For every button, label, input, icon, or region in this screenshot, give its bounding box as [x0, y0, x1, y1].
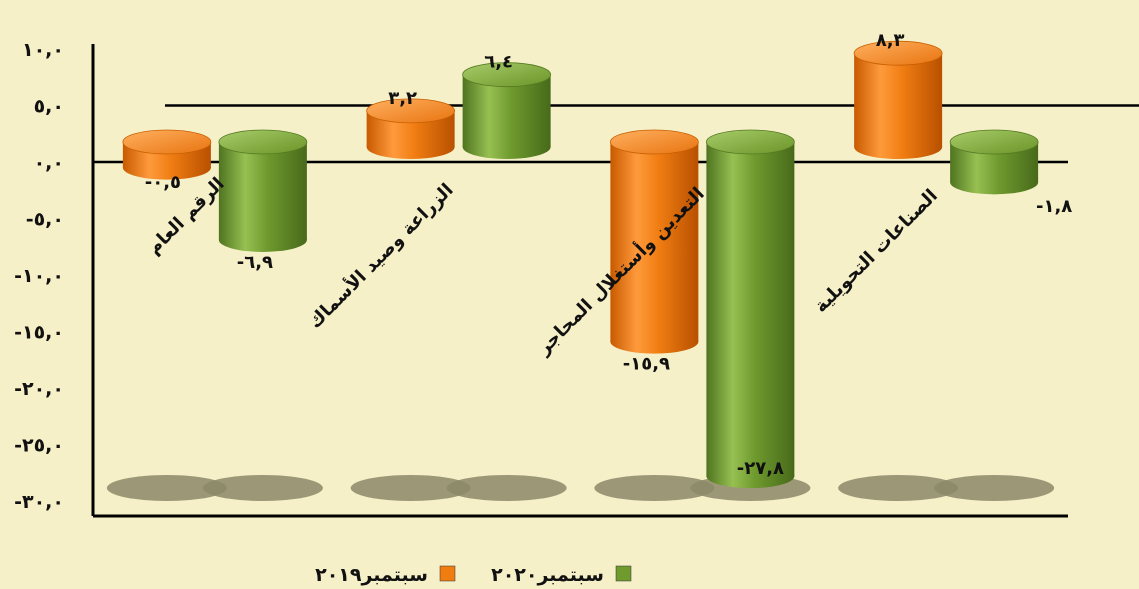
y-tick-label: -١٠,٠ [14, 265, 64, 287]
y-tick-label: -٢٠,٠ [14, 378, 64, 400]
legend-item-2019: سبتمبر٢٠١٩ [315, 564, 456, 586]
bar-2020-3 [949, 129, 1039, 195]
bar-top [705, 129, 795, 155]
data-label: -٢٧,٨ [737, 458, 784, 479]
legend-item-2020: سبتمبر٢٠٢٠ [491, 564, 632, 586]
bar-top [853, 40, 943, 66]
bar-2019-0 [122, 129, 212, 180]
floor-shadow [350, 475, 471, 501]
bar-top [122, 129, 212, 155]
bar-body [854, 53, 943, 147]
data-label: -٦,٩ [237, 252, 273, 273]
bar-layer [122, 40, 1039, 489]
floor-shadow [934, 475, 1055, 501]
bar-2020-1 [462, 62, 552, 159]
bar-top [366, 98, 456, 124]
y-tick-label: ٥,٠ [34, 96, 64, 118]
bar-top [218, 129, 308, 155]
category-label: الزراعة وصيد الأسماك [304, 179, 458, 333]
bar-2020-0 [218, 129, 308, 252]
data-label: ٨,٣ [876, 30, 905, 51]
y-tick-label: -١٥,٠ [14, 322, 64, 344]
legend-swatch [615, 565, 632, 582]
bar-body [706, 142, 795, 477]
bar-top [609, 129, 699, 155]
floor-shadow [106, 475, 227, 501]
shadow-layer [106, 475, 1055, 501]
legend: سبتمبر٢٠١٩ سبتمبر٢٠٢٠ [315, 564, 632, 586]
bar-body [218, 142, 307, 240]
y-tick-label: -٥,٠ [26, 209, 64, 231]
y-tick-label: -٢٥,٠ [14, 435, 64, 457]
bar-2019-1 [366, 98, 456, 159]
y-tick-label: ١٠,٠ [22, 39, 64, 61]
bar-body [610, 142, 699, 342]
bar-2020-2 [705, 129, 795, 489]
legend-label: سبتمبر٢٠٢٠ [491, 564, 604, 586]
legend-swatch [439, 565, 456, 582]
data-label: -١٥,٩ [623, 354, 670, 375]
y-tick-label: -٣٠,٠ [14, 491, 64, 513]
legend-label: سبتمبر٢٠١٩ [315, 564, 428, 586]
floor-shadow [202, 475, 323, 501]
floor-shadow [838, 475, 959, 501]
y-tick-label: ٠,٠ [34, 152, 64, 174]
floor-shadow [446, 475, 567, 501]
data-label: -١,٨ [1036, 196, 1072, 217]
bar-top [462, 62, 552, 88]
floor-shadow [594, 475, 715, 501]
data-label: ٣,٢ [388, 88, 417, 109]
bar-top [949, 129, 1039, 155]
category-label: الصناعات التحويلية [810, 185, 942, 317]
bar-2019-2 [609, 129, 699, 354]
bar-2019-3 [853, 40, 943, 159]
data-label: ٦,٤ [484, 52, 513, 73]
data-label: -٠,٥ [145, 172, 181, 193]
